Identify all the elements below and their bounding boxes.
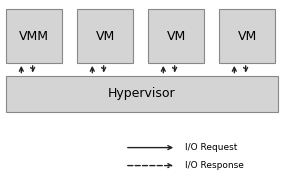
Text: Hypervisor: Hypervisor [108,87,176,100]
Text: I/O Request: I/O Request [185,143,237,152]
Bar [148,9,204,63]
Text: VM: VM [166,30,186,42]
Bar [77,9,133,63]
Text: VM: VM [237,30,257,42]
Bar [6,76,278,112]
Bar [6,9,62,63]
Bar [219,9,275,63]
Text: VMM: VMM [19,30,49,42]
Text: VM: VM [95,30,115,42]
Text: I/O Response: I/O Response [185,161,243,170]
